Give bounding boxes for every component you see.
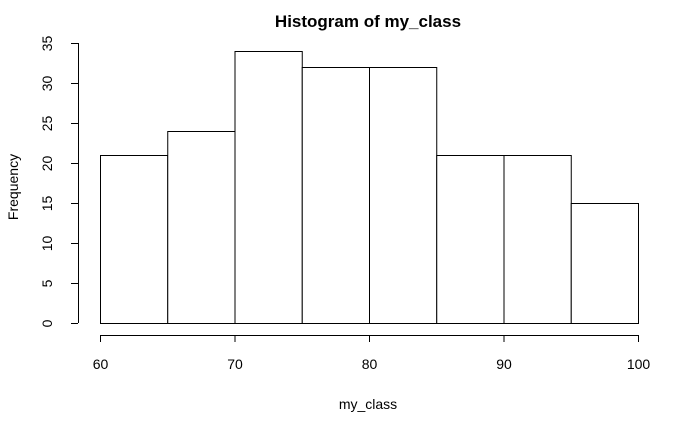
x-axis-label: my_class: [339, 396, 397, 412]
bars-group: [100, 51, 639, 324]
y-tick-label-10: 10: [39, 236, 55, 252]
x-tick-label-80: 80: [362, 356, 378, 372]
y-tick-label-30: 30: [39, 76, 55, 92]
chart-title: Histogram of my_class: [275, 12, 461, 31]
x-axis: 60 70 80 90 100: [93, 335, 651, 372]
histogram-bar-70-75: [234, 51, 303, 324]
histogram-bar-85-90: [436, 155, 505, 324]
y-tick-label-35: 35: [39, 36, 55, 52]
y-axis: 0 5 10 15 20 25 30 35: [39, 36, 79, 327]
histogram-bar-80-85: [369, 67, 438, 324]
histogram-bar-60-65: [100, 155, 169, 324]
histogram-bar-75-80: [301, 67, 370, 324]
y-tick-label-25: 25: [39, 116, 55, 132]
x-tick-label-70: 70: [227, 356, 243, 372]
y-tick-label-15: 15: [39, 196, 55, 212]
x-tick-label-90: 90: [496, 356, 512, 372]
y-tick-label-5: 5: [39, 279, 55, 287]
y-tick-label-0: 0: [39, 319, 55, 327]
histogram-bar-90-95: [503, 155, 572, 324]
y-axis-label: Frequency: [5, 154, 21, 220]
x-tick-label-100: 100: [627, 356, 651, 372]
histogram-bar-95-100: [570, 203, 639, 324]
x-tick-label-60: 60: [93, 356, 109, 372]
histogram-bar-65-70: [167, 131, 236, 324]
y-tick-label-20: 20: [39, 156, 55, 172]
